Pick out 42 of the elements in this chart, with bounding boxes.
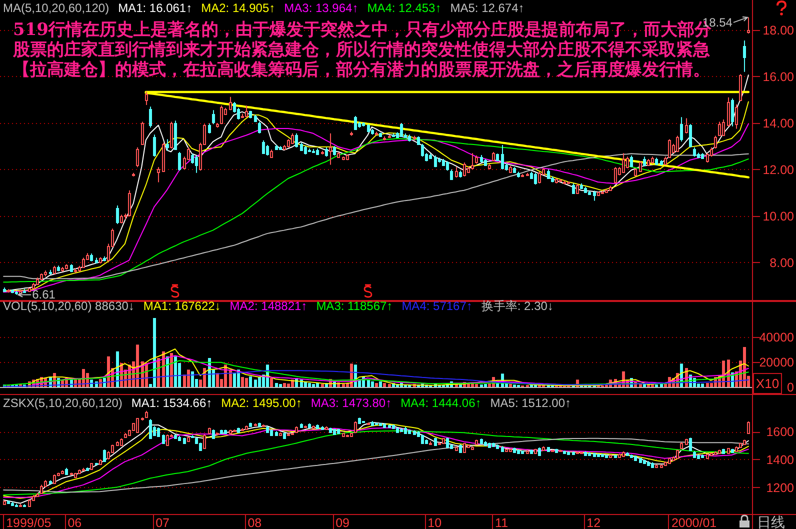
text: 6.61 [32,288,56,302]
y-tick-label: 14.00 [762,116,794,130]
series-label: MA1: 1534.66↑ [131,396,212,410]
legend-title: ZSKX(5,10,20,60,120) [3,396,122,410]
series-label: MA2: 1495.00↑ [221,396,302,410]
y-tick-label: 0 [787,380,794,394]
text: MA3: 13.964↑ [284,1,358,15]
text: MA5: 12.674↑ [450,1,524,15]
x-tick-label: 11 [495,516,508,529]
y-axis-title: X10 [756,376,780,391]
x-tick-label: 06 [68,516,82,529]
text: MA4: 12.453↑ [367,1,442,15]
y-tick-label: 18.00 [762,23,794,38]
text: MA5: 1512.00↑ [490,396,571,410]
text: MA2: 148821↑ [230,299,308,313]
legend-title: MA(5,10,20,60,120) [3,1,110,15]
y-tick-label: 10.00 [762,209,794,224]
y-tick-label: 40000 [759,330,794,344]
series-label: MA3: 1473.80↑ [310,396,392,410]
x-tick-label: 1999/05 [6,516,52,529]
x-tick-label: 12 [586,516,601,529]
legend-title: VOL(5,10,20,60) 88630↓ [3,299,134,313]
y-tick-label: 1600 [766,425,794,440]
text: MA1: 167622↓ [143,299,221,313]
y-tick-label: 16.00 [762,70,794,84]
series-label: MA4: 1444.06↑ [400,396,482,410]
x-tick-label: 08 [248,516,262,529]
x-tick-label: 07 [156,516,170,529]
y-tick-label: 1400 [766,452,794,467]
y-tick-label: 12.00 [762,162,794,177]
y-tick-label: 20000 [759,356,794,370]
y-tick-label: 8.00 [770,256,794,270]
text: MA1: 16.061↑ [118,1,192,15]
annotation: 换手率: 2.30↓ [481,299,554,313]
text: MA3: 118567↑ [316,299,393,313]
x-tick-label: 10 [428,516,442,529]
text: MA4: 57167↑ [402,299,472,313]
x-tick-label: 2000/01 [671,516,717,529]
x-axis-title: 日线 [757,514,785,529]
x-tick-label: 09 [336,516,350,529]
y-tick-label: 1200 [766,480,794,495]
text: MA2: 14.905↑ [201,1,276,15]
